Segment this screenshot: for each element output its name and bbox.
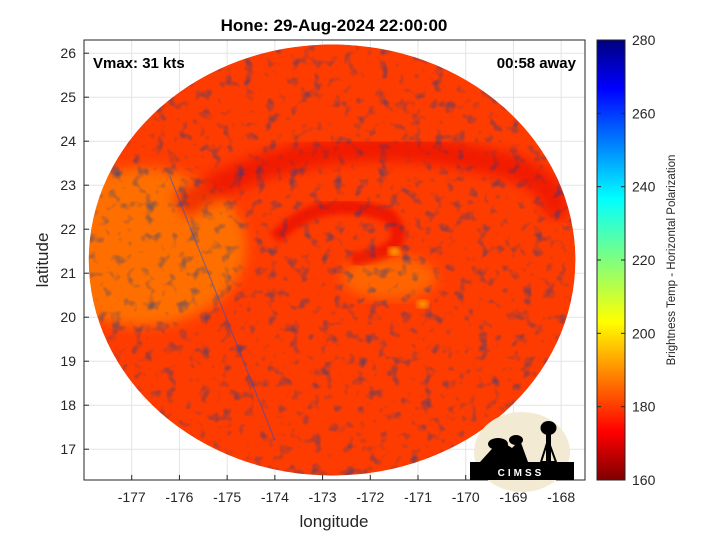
y-tick-label: 24 xyxy=(60,133,76,149)
x-tick-label: -177 xyxy=(118,489,146,505)
vmax-annotation: Vmax: 31 kts xyxy=(93,55,185,72)
colorbar xyxy=(596,39,626,481)
y-tick-label: 18 xyxy=(60,397,76,413)
colorbar-tick-label: 240 xyxy=(632,179,656,195)
axis-ticks: -177 -176 -175 -174 -173 -172 -171 -170 -169 -168… xyxy=(60,45,575,505)
axes-frame xyxy=(83,39,586,481)
colorbar-tick-label: 160 xyxy=(632,472,656,488)
logo-text: CIMSS xyxy=(498,468,545,479)
x-tick-label: -174 xyxy=(261,489,289,505)
colorbar-label: Brightness Temp - Horizontal Polarizatio… xyxy=(666,155,678,366)
hot-spot xyxy=(388,247,401,256)
colorbar-tick-label: 180 xyxy=(632,399,656,415)
x-axis-label: longitude xyxy=(299,512,368,531)
y-tick-label: 25 xyxy=(60,89,76,105)
swath-field xyxy=(88,44,576,476)
x-tick-label: -173 xyxy=(309,489,337,505)
texture xyxy=(88,44,576,476)
y-tick-label: 21 xyxy=(60,265,76,281)
x-tick-label: -176 xyxy=(165,489,193,505)
chart-title: Hone: 29-Aug-2024 22:00:00 xyxy=(221,16,448,35)
colorbar-tick-label: 280 xyxy=(632,32,656,48)
y-tick-label: 19 xyxy=(60,353,76,369)
y-tick-label: 23 xyxy=(60,177,76,193)
x-tick-label: -170 xyxy=(452,489,480,505)
colorbar-tick-label: 200 xyxy=(632,325,656,341)
colorbar-ticks: 160 180 200 220 240 260 280 xyxy=(597,32,656,488)
hot-spot xyxy=(416,300,429,308)
y-tick-label: 26 xyxy=(60,45,76,61)
x-tick-label: -168 xyxy=(547,489,575,505)
x-tick-label: -175 xyxy=(213,489,241,505)
x-tick-label: -171 xyxy=(404,489,432,505)
y-tick-label: 20 xyxy=(60,309,76,325)
swath-seam xyxy=(169,176,276,441)
y-tick-label: 22 xyxy=(60,221,76,237)
data-swath xyxy=(88,44,576,476)
y-axis-label: latitude xyxy=(33,233,52,288)
time-away-annotation: 00:58 away xyxy=(497,55,577,72)
cimss-logo: CIMSS xyxy=(470,412,574,492)
colorbar-tick-label: 260 xyxy=(632,105,656,121)
x-tick-label: -172 xyxy=(356,489,384,505)
colorbar-tick-label: 220 xyxy=(632,252,656,268)
x-tick-label: -169 xyxy=(499,489,527,505)
y-tick-label: 17 xyxy=(60,441,76,457)
